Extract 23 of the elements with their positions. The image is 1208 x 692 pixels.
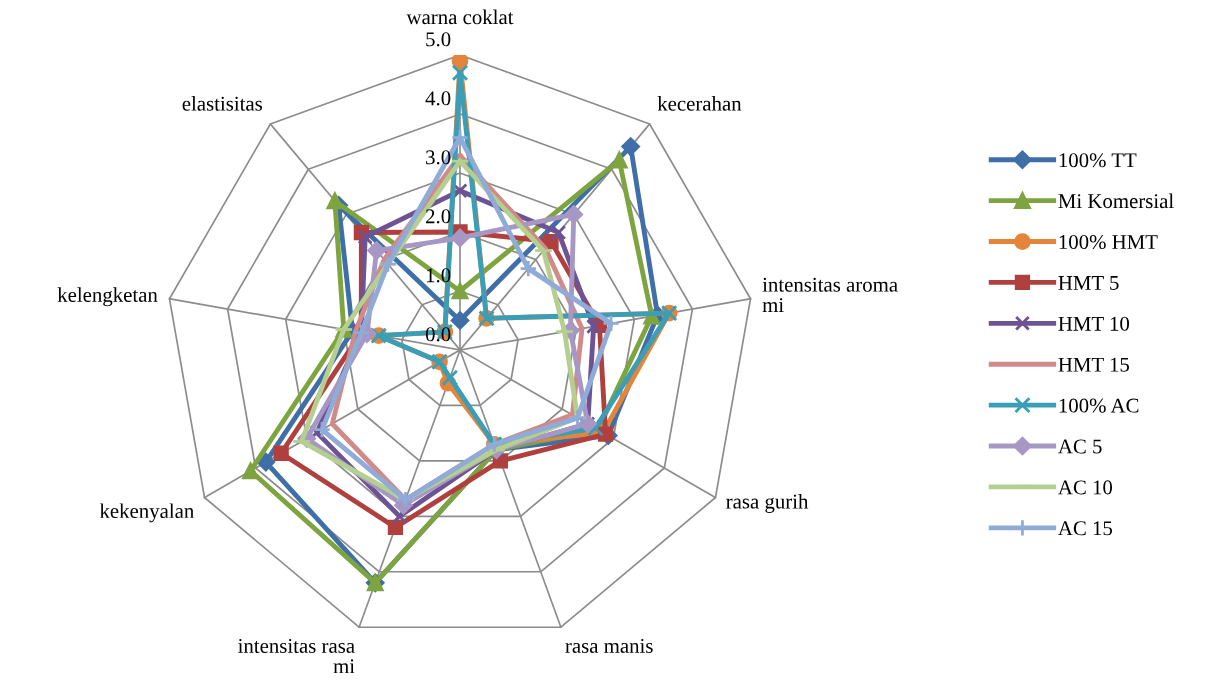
legend-label: HMT 10 [1058, 316, 1130, 331]
spoke-label: kelengketan [57, 287, 158, 307]
spoke-label: intensitas rasa mi [238, 638, 355, 674]
legend-label: HMT 5 [1058, 276, 1119, 290]
legend-label: 100% AC [1059, 398, 1139, 413]
spoke-label: rasa gurih [726, 493, 809, 513]
legend-label: AC 15 [1058, 521, 1113, 536]
legend-label: 100% HMT [1059, 234, 1158, 250]
spoke-label: intensitas aroma mi [762, 277, 898, 312]
y-tick-label: 5.0 [426, 32, 451, 47]
legend-label: AC 5 [1058, 439, 1102, 454]
legend-label: HMT 15 [1058, 357, 1130, 372]
y-tick-label: 3.0 [426, 150, 451, 165]
spoke-label: warna coklat [406, 9, 514, 25]
spoke-label: elastisitas [182, 96, 263, 111]
legend-label: Mi Komersial [1058, 193, 1174, 209]
spoke-label: kecerahan [657, 96, 742, 111]
spoke-label: kekenyalan [99, 503, 194, 523]
spoke-label: rasa manis [565, 638, 653, 653]
legend-label: 100% TT [1059, 153, 1137, 168]
legend-label: AC 10 [1058, 480, 1113, 495]
y-tick-label: 4.0 [425, 91, 451, 106]
y-tick-label: 1.0 [426, 268, 451, 283]
